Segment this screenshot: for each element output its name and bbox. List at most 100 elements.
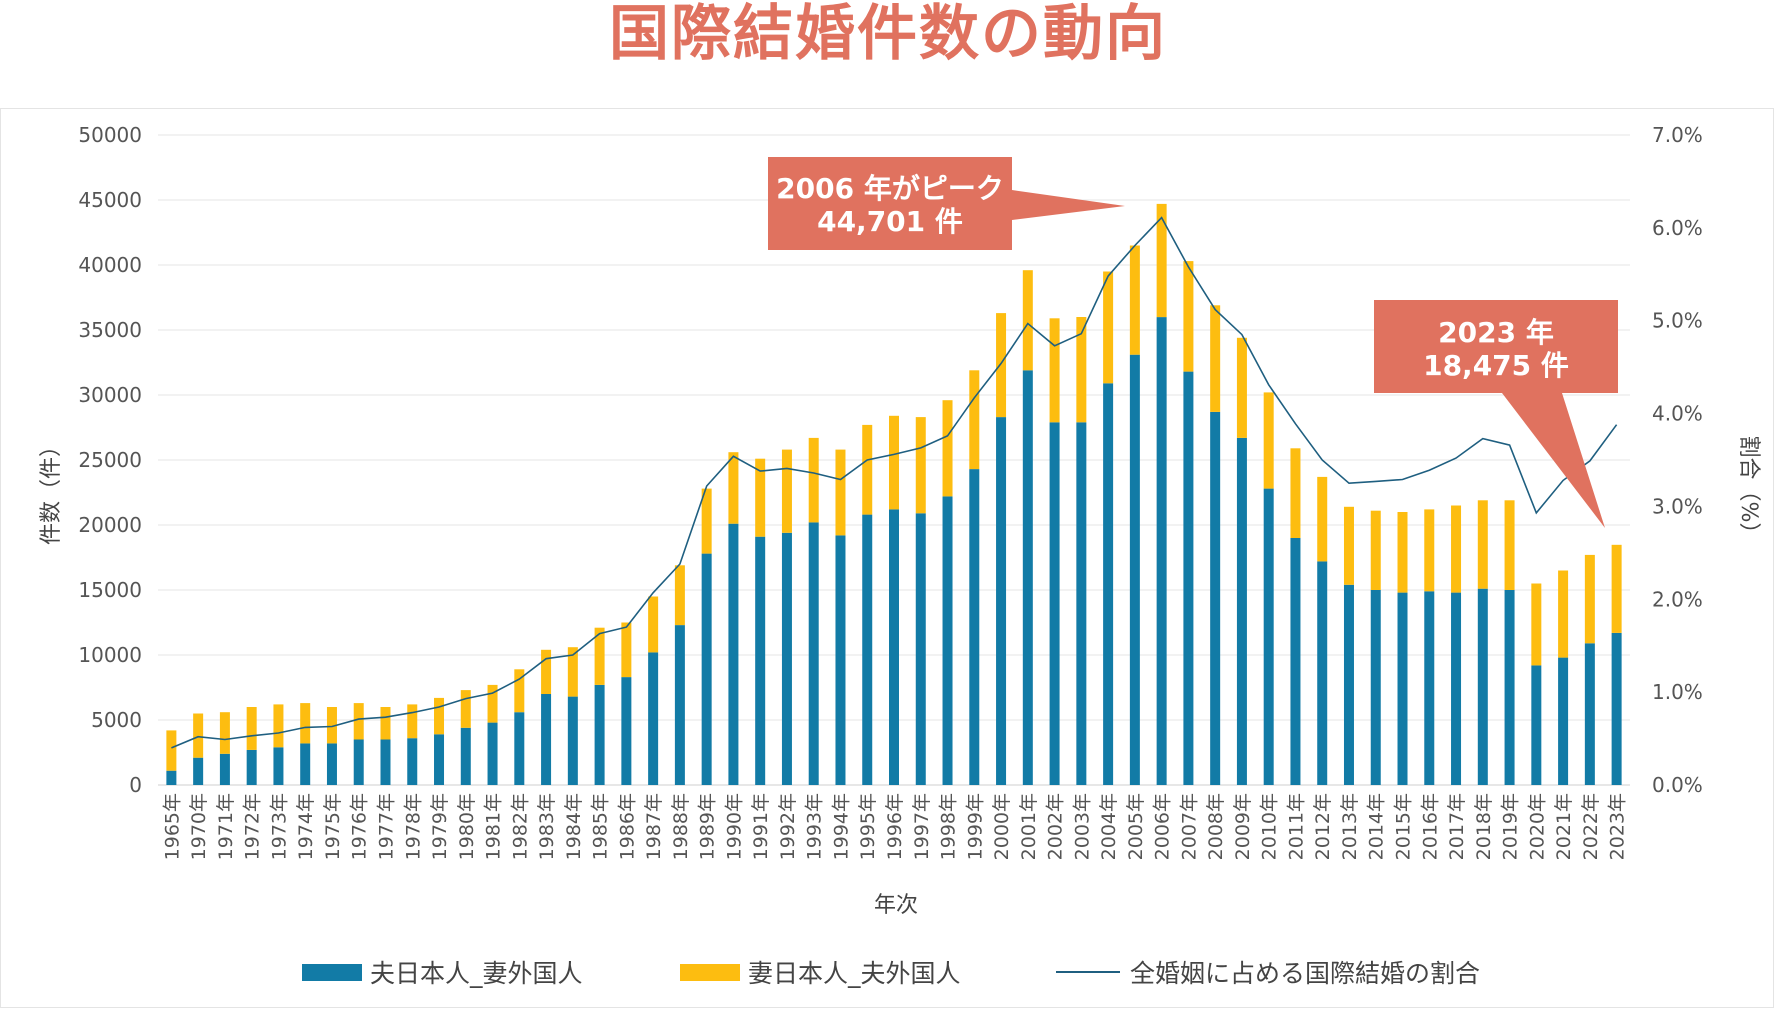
bar-series: [166, 203, 1622, 785]
bar-husband-japanese: [273, 747, 284, 785]
x-tick-label: 2021年: [1553, 793, 1575, 860]
x-tick-label: 1983年: [536, 793, 558, 860]
bar-wife-japanese: [1103, 271, 1114, 384]
x-tick-label: 1986年: [616, 793, 638, 860]
callout-2023-text: 2023 年: [1438, 316, 1554, 349]
x-tick-label: 2017年: [1446, 793, 1468, 860]
x-tick-label: 1965年: [161, 793, 183, 860]
bar-husband-japanese: [460, 727, 471, 785]
x-tick-label: 1989年: [697, 793, 719, 860]
x-tick-label: 2023年: [1607, 793, 1629, 860]
bar-wife-japanese: [1584, 554, 1595, 644]
bar-wife-japanese: [487, 684, 498, 723]
bar-husband-japanese: [1263, 488, 1274, 785]
x-tick-label: 2007年: [1178, 793, 1200, 860]
y-tick-label-right: 0.0%: [1652, 773, 1703, 797]
bar-wife-japanese: [567, 647, 578, 697]
bar-husband-japanese: [1558, 657, 1569, 785]
bar-wife-japanese: [1076, 317, 1087, 423]
bar-wife-japanese: [1317, 476, 1328, 562]
chart-frame: [0, 108, 1774, 1008]
bar-wife-japanese: [621, 622, 632, 678]
bar-wife-japanese: [514, 669, 525, 713]
x-tick-label: 2013年: [1339, 793, 1361, 860]
bar-wife-japanese: [1477, 500, 1488, 589]
y-tick-label-left: 45000: [78, 188, 142, 212]
x-tick-label: 1995年: [857, 793, 879, 860]
bar-husband-japanese: [1236, 437, 1247, 785]
bar-husband-japanese: [1343, 584, 1354, 785]
bar-husband-japanese: [808, 522, 819, 785]
bar-husband-japanese: [541, 694, 552, 785]
y-tick-label-right: 4.0%: [1652, 402, 1703, 426]
bar-husband-japanese: [246, 749, 257, 785]
bar-wife-japanese: [326, 707, 337, 744]
bar-husband-japanese: [1504, 590, 1515, 785]
bar-wife-japanese: [674, 565, 685, 626]
x-tick-label: 2008年: [1205, 793, 1227, 860]
bar-husband-japanese: [326, 743, 337, 785]
bar-husband-japanese: [701, 553, 712, 785]
bar-wife-japanese: [1451, 505, 1462, 593]
legend-swatch-blue: [302, 963, 362, 981]
ratio-line-series: [171, 216, 1618, 749]
x-tick-label: 1970年: [188, 793, 210, 860]
bar-husband-japanese: [594, 684, 605, 785]
x-tick-label: 2000年: [991, 793, 1013, 860]
x-tick-label: 2012年: [1312, 793, 1334, 860]
bar-husband-japanese: [514, 712, 525, 785]
bar-husband-japanese: [1129, 354, 1140, 785]
bar-husband-japanese: [1317, 561, 1328, 785]
bar-husband-japanese: [1451, 592, 1462, 785]
y-tick-label-left: 30000: [78, 383, 142, 407]
x-tick-label: 1993年: [804, 793, 826, 860]
x-tick-label: 1979年: [429, 793, 451, 860]
bar-husband-japanese: [1477, 588, 1488, 785]
callout-peak-text: 2006 年がピーク: [776, 172, 1004, 205]
bar-wife-japanese: [541, 649, 552, 694]
bar-wife-japanese: [969, 370, 980, 470]
bar-wife-japanese: [193, 713, 204, 758]
x-tick-label: 2006年: [1152, 793, 1174, 860]
bar-husband-japanese: [969, 469, 980, 785]
bar-husband-japanese: [353, 739, 364, 785]
bar-husband-japanese: [862, 514, 873, 785]
bar-wife-japanese: [1611, 544, 1622, 633]
bar-husband-japanese: [755, 536, 766, 785]
x-tick-label: 1984年: [563, 793, 585, 860]
x-tick-label: 1992年: [777, 793, 799, 860]
bar-wife-japanese: [915, 417, 926, 514]
x-tick-label: 1996年: [884, 793, 906, 860]
x-axis: 1965年 1970年 1971年 1972年 1973年 1974年 1975年 1976年…: [161, 793, 1628, 860]
bar-wife-japanese: [755, 458, 766, 537]
bar-wife-japanese: [808, 437, 819, 523]
bar-husband-japanese: [835, 535, 846, 785]
x-tick-label: 1977年: [376, 793, 398, 860]
y-tick-label-left: 25000: [78, 448, 142, 472]
x-tick-label: 2009年: [1232, 793, 1254, 860]
bar-husband-japanese: [1103, 383, 1114, 785]
bar-wife-japanese: [460, 690, 471, 728]
x-tick-label: 1994年: [831, 793, 853, 860]
bar-husband-japanese: [193, 757, 204, 785]
y-tick-label-left: 0: [129, 773, 142, 797]
bar-wife-japanese: [889, 415, 899, 510]
bar-husband-japanese: [1183, 371, 1194, 785]
bar-wife-japanese: [1397, 512, 1408, 593]
x-tick-label: 2019年: [1500, 793, 1522, 860]
bar-wife-japanese: [862, 424, 873, 515]
x-axis-label: 年次: [874, 893, 918, 918]
y-tick-label-left: 50000: [78, 123, 142, 147]
bar-wife-japanese: [1290, 448, 1301, 538]
bar-husband-japanese: [219, 753, 230, 785]
x-tick-label: 1974年: [295, 793, 317, 860]
bar-wife-japanese: [1263, 392, 1274, 489]
x-tick-label: 2014年: [1366, 793, 1388, 860]
y-tick-label-right: 7.0%: [1652, 123, 1703, 147]
x-tick-label: 2015年: [1393, 793, 1415, 860]
bar-husband-japanese: [1290, 538, 1301, 785]
x-tick-label: 1997年: [911, 793, 933, 860]
bar-husband-japanese: [1424, 591, 1435, 785]
x-tick-label: 2010年: [1259, 793, 1281, 860]
